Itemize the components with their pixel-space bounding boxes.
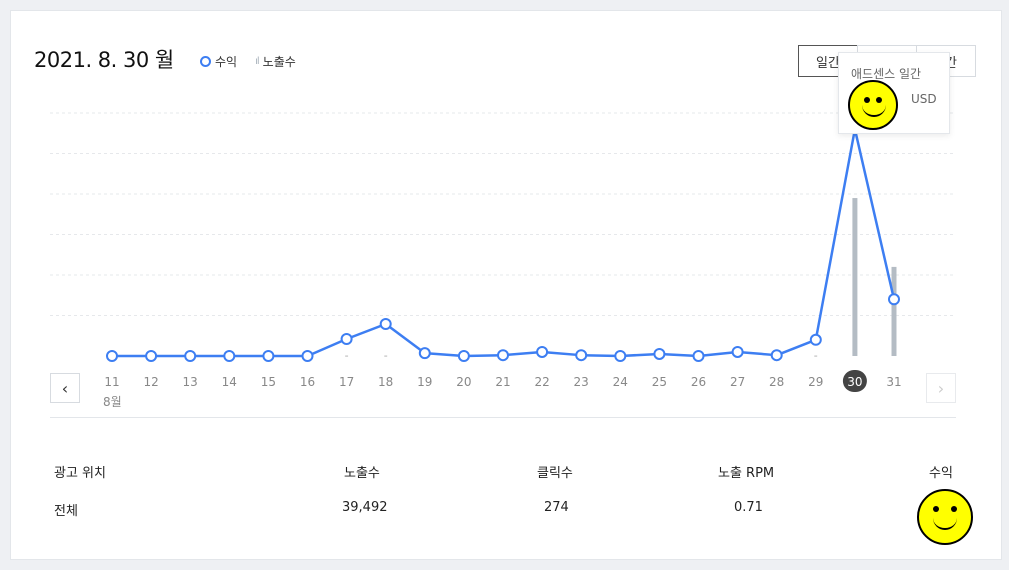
x-tick-label: 22 — [534, 375, 549, 389]
revenue-point — [575, 349, 588, 362]
tooltip-unit: USD — [911, 92, 937, 106]
revenue-point — [223, 350, 236, 362]
impressions-bar — [891, 266, 897, 356]
x-tick-label: 11 — [104, 375, 119, 389]
bar-icon: ıl — [255, 56, 259, 67]
x-tick-label: 14 — [222, 375, 237, 389]
header-ad-position: 광고 위치 — [54, 466, 106, 481]
revenue-line — [112, 127, 896, 358]
revenue-point — [497, 349, 509, 362]
next-button[interactable]: › — [926, 373, 956, 403]
revenue-point — [536, 345, 549, 358]
revenue-point — [106, 350, 118, 362]
header-impressions: 노출수 — [344, 466, 380, 481]
impressions-bar — [852, 198, 858, 356]
revenue-point — [184, 350, 197, 362]
x-tick-label: 29 — [808, 375, 823, 389]
revenue-point — [614, 350, 627, 362]
x-tick-label: 19 — [417, 375, 432, 389]
legend-label: 노출수 — [262, 55, 296, 69]
x-tick-label: 17 — [339, 375, 354, 389]
revenue-point — [340, 332, 353, 345]
divider — [50, 417, 956, 418]
page-title: 2021. 8. 30 월 — [34, 48, 174, 72]
cell-impressions: 39,492 — [342, 500, 388, 515]
legend-label: 수익 — [215, 55, 238, 69]
x-tick-label: 20 — [456, 375, 471, 389]
cell-position: 전체 — [54, 504, 78, 519]
x-tick-label: 30 — [847, 375, 862, 389]
selected-date-badge — [842, 370, 867, 392]
cell-clicks: 274 — [544, 500, 569, 515]
x-tick-label: 28 — [769, 375, 784, 389]
legend-revenue: 수익 — [200, 53, 237, 70]
x-tick-label: 15 — [261, 375, 276, 389]
x-tick-label: 21 — [495, 375, 510, 389]
revenue-point — [770, 349, 783, 362]
legend-impressions: ıl 노출수 — [255, 53, 296, 70]
revenue-point — [809, 333, 822, 346]
x-tick-label: 24 — [613, 375, 628, 389]
revenue-point — [418, 347, 431, 360]
revenue-chart: - - - 11 12 13 14 15 16 17 18 19 20 21 22 23 24 25 26 27 28 2… — [50, 112, 956, 392]
header-rpm: 노출 RPM — [718, 466, 775, 481]
header-clicks: 클릭수 — [537, 466, 573, 481]
revenue-point — [262, 350, 275, 362]
x-tick-label: 25 — [652, 375, 667, 389]
x-tick-label: 23 — [574, 375, 589, 389]
impressions-dash: - — [384, 349, 388, 362]
revenue-point — [731, 345, 744, 358]
chart-legend: 수익 ıl 노출수 — [200, 53, 296, 70]
redaction-smiley-icon — [848, 80, 898, 130]
tooltip-title: 애드센스 일간 — [851, 67, 922, 81]
prev-button[interactable]: ‹ — [50, 373, 80, 403]
revenue-point — [653, 347, 666, 360]
cell-rpm: 0.71 — [734, 500, 763, 515]
revenue-point — [457, 350, 470, 362]
report-card — [10, 10, 1002, 560]
redaction-smiley-icon — [917, 489, 973, 545]
x-tick-label: 16 — [300, 375, 315, 389]
x-tick-label: 12 — [143, 375, 158, 389]
impressions-dash: - — [814, 349, 818, 362]
revenue-point — [692, 350, 705, 362]
revenue-point — [145, 350, 158, 362]
x-tick-label: 26 — [691, 375, 706, 389]
impressions-dash: - — [345, 349, 349, 362]
revenue-point — [888, 293, 900, 306]
x-tick-label: 18 — [378, 375, 393, 389]
header-revenue: 수익 — [929, 466, 953, 481]
x-tick-label: 31 — [886, 375, 901, 389]
month-label: 8월 — [103, 395, 122, 409]
x-tick-label: 27 — [730, 375, 745, 389]
revenue-point — [379, 318, 392, 331]
x-tick-label: 13 — [183, 375, 198, 389]
ring-icon — [200, 56, 211, 67]
revenue-point — [301, 350, 314, 362]
